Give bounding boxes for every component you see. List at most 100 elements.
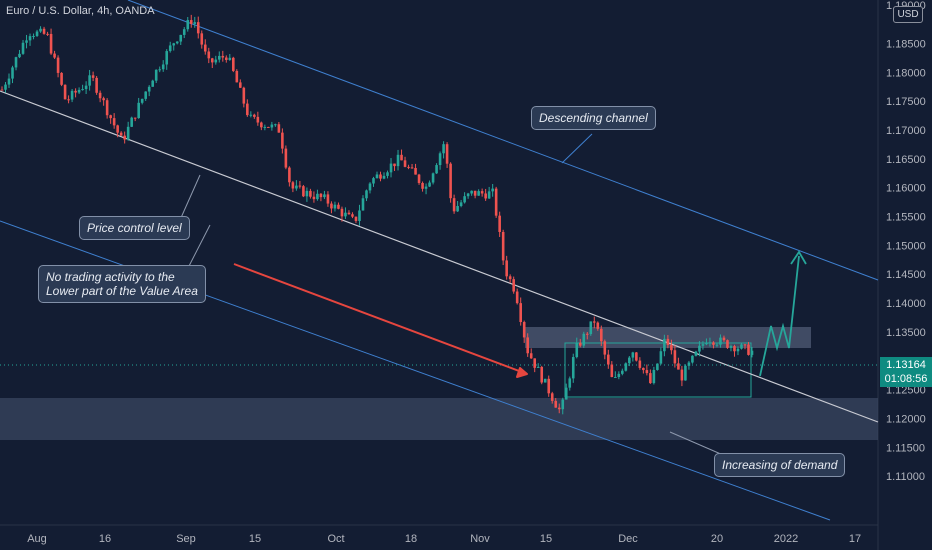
candle-body [193,22,197,24]
candle-body [361,198,365,211]
price-control-note[interactable]: Price control level [79,216,190,240]
candle-body [123,135,126,140]
candle-body [74,90,77,93]
candle-body [232,57,235,71]
candle-body [81,89,84,91]
bar-countdown: 01:08:56 [884,373,928,385]
candle-body [726,340,729,348]
candle-body [498,215,501,232]
candle-body [60,72,63,85]
candle-body [628,357,631,364]
candle-body [267,126,270,128]
time-axis-labels: Aug 16 Sep 15 Oct 18 Nov 15 Dec 20 2022 17 [27,533,861,545]
candle-body [109,115,112,119]
red-trend-arrow-line [233,263,528,375]
candle-body [715,344,719,346]
candle-body [214,59,218,63]
candle-body [638,360,642,368]
candle-body [119,132,123,136]
candle-body [400,154,403,161]
candle-body [288,167,291,183]
candle-body [663,338,666,352]
no-trading-note[interactable]: No trading activity to the Lower part of… [38,265,206,303]
candle-body [656,363,659,370]
candle-body [589,321,593,335]
candle-body [46,33,49,35]
candle-body [337,204,340,209]
candle-body [298,185,302,187]
candle-body [708,342,712,344]
candle-body [568,378,572,388]
currency-badge[interactable]: USD [893,6,923,23]
candle-body [585,333,589,335]
candle-body [21,42,25,54]
candle-body [480,191,484,194]
candle-body [747,344,750,355]
candle-body [239,82,242,88]
candle-body [189,20,193,24]
time-tick-label: 20 [711,533,723,545]
candle-body [102,98,105,101]
candle-body [372,178,375,184]
candle-body [522,322,526,338]
candle-body [547,378,551,394]
candle-body [42,28,46,34]
candle-body [98,92,102,99]
candle-body [431,173,435,183]
time-tick-label: Aug [27,533,47,545]
candle-body [253,114,256,117]
candle-body [386,172,389,176]
candle-body [445,144,449,164]
candle-body [722,337,726,341]
candle-body [217,55,221,60]
candle-body [172,43,176,46]
price-tick-label: 1.17000 [886,125,926,137]
candle-body [491,188,494,192]
candle-body [596,322,600,329]
candle-body [88,75,91,86]
candle-body [53,53,56,58]
candles-layer [0,14,754,415]
candle-body [32,35,35,37]
candle-body [295,185,298,189]
candle-body [393,163,396,167]
candle-body [77,89,81,93]
candle-body [459,202,463,206]
candle-body [571,357,575,379]
candle-body [368,183,372,191]
candle-body [91,75,95,78]
candle-body [743,344,747,346]
candle-body [249,114,253,116]
candle-body [375,174,379,179]
time-tick-label: 15 [540,533,552,545]
red-trend-arrow-head [516,367,528,378]
candle-body [526,337,530,354]
time-tick-label: 15 [249,533,261,545]
candle-body [396,154,400,167]
candle-body [358,210,361,221]
descending-channel-note[interactable]: Descending channel [531,106,656,130]
candle-body [691,355,694,363]
time-tick-label: Dec [618,533,638,545]
price-tick-label: 1.16000 [886,183,926,195]
candle-body [410,167,414,169]
candle-body [564,387,568,400]
demand-note[interactable]: Increasing of demand [714,453,846,477]
candle-body [63,84,67,100]
candle-body [684,365,687,381]
candle-body [736,348,740,352]
candle-body [39,28,42,32]
price-control-line [0,90,879,423]
candle-body [484,193,487,199]
candle-body [35,31,39,36]
candle-body [610,364,614,378]
upper-channel-line [127,0,879,281]
candle-body [154,69,158,81]
price-tick-label: 1.15500 [886,212,926,224]
candle-body [403,160,407,167]
candle-body [0,89,4,91]
candle-body [207,51,211,59]
candle-body [210,58,214,63]
candle-body [624,363,628,371]
